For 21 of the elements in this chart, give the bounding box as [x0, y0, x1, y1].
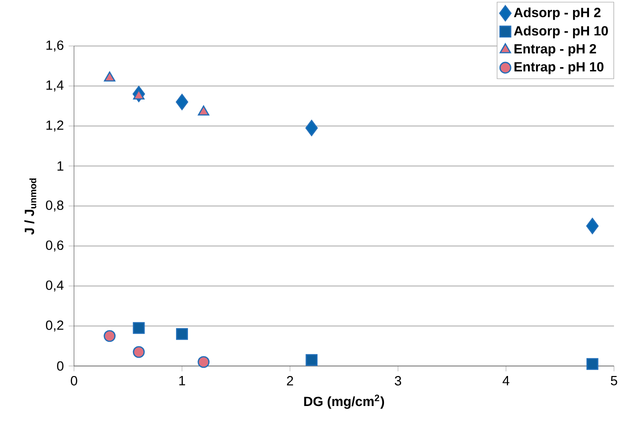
y-tick-label: 0,8: [46, 200, 64, 212]
y-tick-label: 0,4: [46, 280, 64, 292]
x-tick-label: 1: [179, 376, 186, 386]
x-tick-label: 2: [286, 376, 294, 386]
x-tick-label: 5: [610, 376, 618, 386]
y-tick-label: 1,6: [46, 40, 64, 52]
y-tick-label: 0: [57, 361, 64, 371]
legend-label: Entrap - pH 10: [514, 62, 604, 74]
legend-label: Adsorp - pH 2: [514, 7, 600, 20]
x-tick-label: 3: [394, 376, 402, 386]
x-tick-label: 4: [502, 376, 510, 386]
x-axis-title: DG (mg/cm$^{2}$): [304, 394, 384, 409]
y-tick-label: 0,6: [46, 240, 64, 252]
y-tick-label: 1,4: [46, 80, 64, 92]
legend-label: Adsorp - pH 10: [514, 26, 608, 38]
y-tick-label: 0,2: [46, 320, 64, 332]
legend-label: Entrap - pH 2: [514, 44, 596, 56]
x-tick-label: 0: [70, 376, 78, 386]
y-tick-label: 1: [58, 161, 64, 171]
y-axis-title: J / J$_{unmod}$: [24, 178, 36, 235]
y-tick-label: 1,2: [46, 120, 64, 132]
